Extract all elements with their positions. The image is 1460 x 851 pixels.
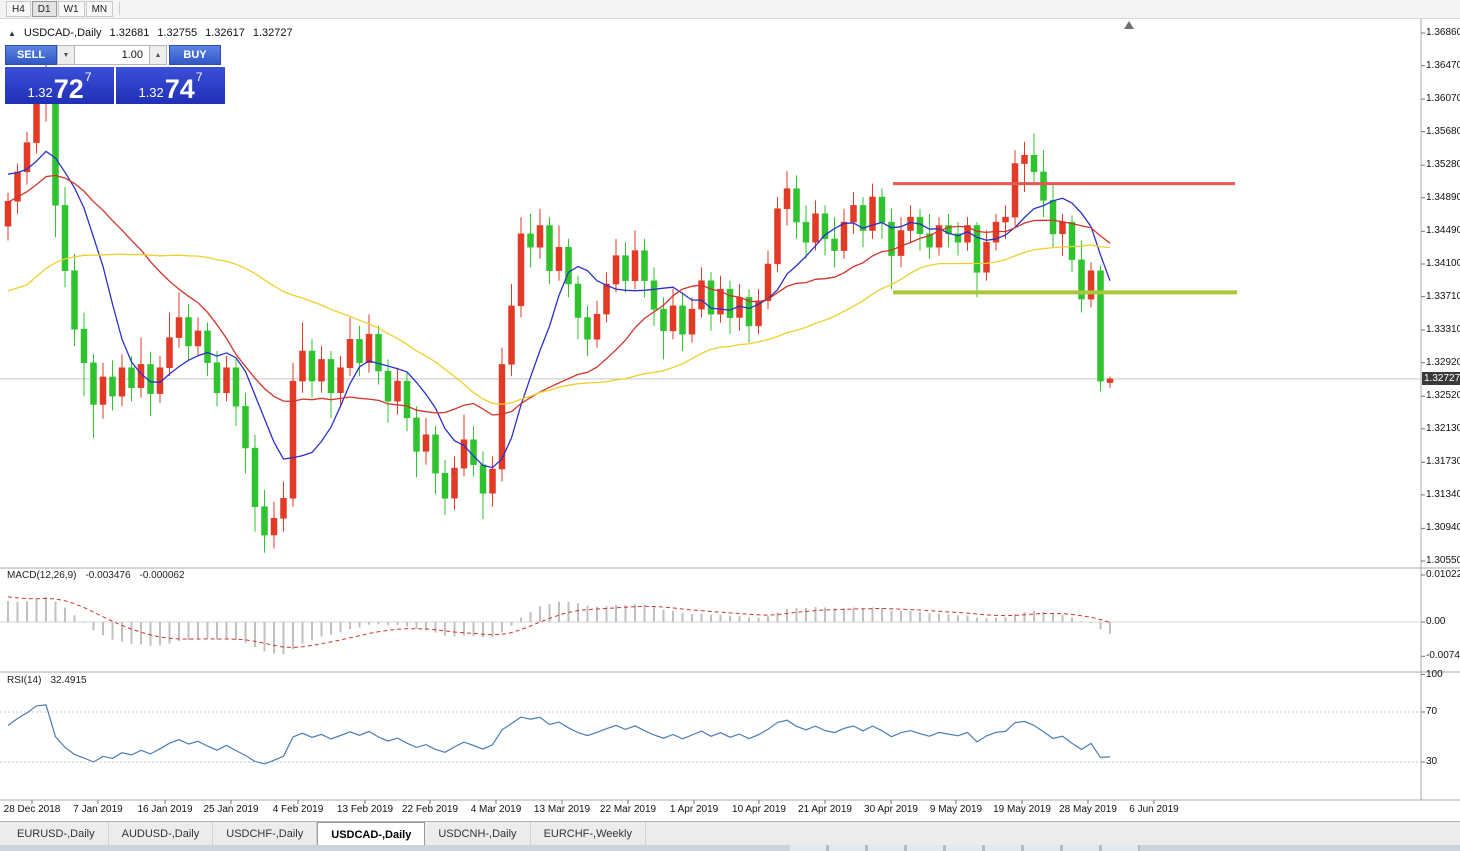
tab-eurchfweekly[interactable]: EURCHF-,Weekly [530,822,646,846]
date-label: 13 Feb 2019 [336,804,394,815]
price-axis-label: 1.33710 [1426,291,1460,302]
date-label: 10 Apr 2019 [732,804,786,815]
tab-usdcaddaily[interactable]: USDCAD-,Daily [317,822,426,846]
date-label: 21 Apr 2019 [798,804,852,815]
date-label: 13 Mar 2019 [533,804,591,815]
price-axis-label: 1.36470 [1426,60,1460,71]
volume-increase-button[interactable]: ▲ [149,45,167,65]
toolbar-timeframes: H4 D1 W1 MN [0,0,1460,19]
up-arrow-icon: ▲ [154,51,162,59]
header-close: 1.32727 [252,27,293,39]
date-label: 4 Mar 2019 [470,804,522,815]
buy-price-pipette: 7 [195,70,203,84]
taskbar-segments [790,845,1140,851]
sell-price-bigfigure: 1.32 [27,85,53,100]
date-label: 7 Jan 2019 [73,804,123,815]
date-label: 25 Jan 2019 [203,804,259,815]
buy-button[interactable]: BUY [169,45,221,65]
chart-tabs-bar: EURUSD-,Daily AUDUSD-,Daily USDCHF-,Daily U… [0,821,1460,846]
price-axis-label: 1.31340 [1426,489,1460,500]
tab-usdcnhdaily[interactable]: USDCNH-,Daily [425,822,531,846]
one-click-collapse-arrow[interactable]: ▲ [8,28,16,38]
rsi-axis-label: 70 [1426,706,1438,717]
price-axis-label: 1.30940 [1426,522,1460,533]
price-axis-label: 1.34890 [1426,192,1460,203]
chart-shift-marker[interactable] [1124,21,1134,29]
timeframe-button-mn[interactable]: MN [85,1,114,17]
sell-price-pipette: 7 [84,70,92,84]
date-label: 30 Apr 2019 [864,804,918,815]
date-label: 1 Apr 2019 [669,804,719,815]
price-axis-label: 1.34100 [1426,258,1460,269]
rsi-value: 32.4915 [50,675,87,686]
price-axis[interactable]: 1.36860 1.36470 1.36070 1.35680 1.35280 1.348… [1421,17,1460,820]
timeframe-button-h4[interactable]: H4 [6,1,31,17]
date-label: 28 May 2019 [1059,804,1117,815]
price-axis-label: 1.30550 [1426,555,1460,566]
macd-axis-label: 0.010229 [1426,569,1460,580]
volume-decrease-button[interactable]: ▼ [57,45,75,65]
down-arrow-icon: ▼ [62,51,70,59]
taskbar-strip [0,845,1460,851]
tab-audusddaily[interactable]: AUDUSD-,Daily [108,822,214,846]
header-high: 1.32755 [157,27,198,39]
price-axis-label: 1.36860 [1426,27,1460,38]
buy-price-pips: 74 [164,74,195,104]
rsi-axis-label: 100 [1426,669,1443,680]
price-axis-label: 1.33310 [1426,324,1460,335]
macd-panel-label: MACD(12,26,9) -0.003476 -0.000062 [7,570,185,581]
date-label: 4 Feb 2019 [272,804,324,815]
header-open: 1.32681 [109,27,150,39]
macd-title: MACD(12,26,9) [7,570,77,581]
current-price-badge: 1.32727 [1422,372,1460,385]
date-label: 9 May 2019 [929,804,983,815]
sell-price-panel[interactable]: 1.32 72 7 [5,67,114,104]
one-click-trading-widget: SELL ▼ ▲ BUY 1.32 72 7 1.32 74 7 [5,45,225,104]
header-low: 1.32617 [205,27,245,39]
tab-usdchfdaily[interactable]: USDCHF-,Daily [213,822,318,846]
date-label: 22 Feb 2019 [401,804,459,815]
volume-input[interactable] [75,45,149,65]
buy-price-panel[interactable]: 1.32 74 7 [116,67,225,104]
date-label: 19 May 2019 [993,804,1051,815]
tab-eurusddaily[interactable]: EURUSD-,Daily [4,822,109,846]
timeframe-button-w1[interactable]: W1 [57,1,85,17]
buy-price-bigfigure: 1.32 [138,85,164,100]
price-axis-label: 1.35680 [1426,126,1460,137]
toolbar-separator [119,2,120,15]
price-axis-label: 1.32920 [1426,357,1460,368]
rsi-panel-label: RSI(14) 32.4915 [7,675,87,686]
price-axis-label: 1.36070 [1426,93,1460,104]
price-axis-label: 1.35280 [1426,159,1460,170]
date-label: 28 Dec 2018 [3,804,61,815]
timeframe-button-d1[interactable]: D1 [31,1,57,17]
macd-axis-label: 0.00 [1426,616,1446,627]
header-symbol-period: USDCAD-,Daily [23,27,102,39]
price-axis-label: 1.31730 [1426,456,1460,467]
date-label: 22 Mar 2019 [599,804,657,815]
rsi-title: RSI(14) [7,675,42,686]
sell-price-pips: 72 [53,74,84,104]
macd-value-main: -0.003476 [85,570,131,581]
chart-ohlc-header: ▲ USDCAD-,Daily 1.32681 1.32755 1.32617 … [8,27,293,39]
price-axis-label: 1.32130 [1426,423,1460,434]
macd-value-signal: -0.000062 [139,570,185,581]
time-axis[interactable]: 28 Dec 2018 7 Jan 2019 16 Jan 2019 25 Jan 2… [0,800,1421,821]
date-label: 16 Jan 2019 [137,804,193,815]
price-axis-label: 1.32520 [1426,390,1460,401]
rsi-axis-label: 30 [1426,756,1438,767]
date-label: 6 Jun 2019 [1129,804,1179,815]
sell-button[interactable]: SELL [5,45,57,65]
price-axis-label: 1.34490 [1426,225,1460,236]
macd-axis-label: -0.007477 [1426,650,1460,661]
